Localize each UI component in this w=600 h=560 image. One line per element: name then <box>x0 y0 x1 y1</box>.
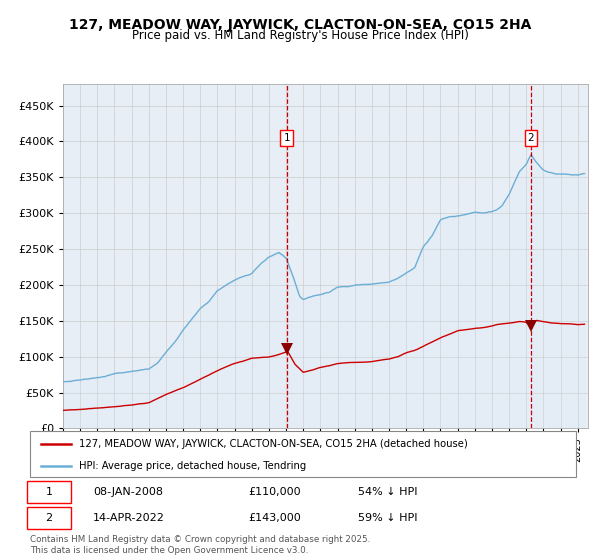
Text: HPI: Average price, detached house, Tendring: HPI: Average price, detached house, Tend… <box>79 461 307 470</box>
FancyBboxPatch shape <box>27 481 71 503</box>
Text: Price paid vs. HM Land Registry's House Price Index (HPI): Price paid vs. HM Land Registry's House … <box>131 29 469 42</box>
Text: 54% ↓ HPI: 54% ↓ HPI <box>358 487 417 497</box>
Text: 1: 1 <box>46 487 53 497</box>
Text: 08-JAN-2008: 08-JAN-2008 <box>93 487 163 497</box>
Text: Contains HM Land Registry data © Crown copyright and database right 2025.
This d: Contains HM Land Registry data © Crown c… <box>30 535 370 555</box>
Text: 2: 2 <box>46 514 53 523</box>
Text: 1: 1 <box>283 133 290 143</box>
FancyBboxPatch shape <box>27 507 71 529</box>
Text: 127, MEADOW WAY, JAYWICK, CLACTON-ON-SEA, CO15 2HA: 127, MEADOW WAY, JAYWICK, CLACTON-ON-SEA… <box>69 18 531 32</box>
Text: 59% ↓ HPI: 59% ↓ HPI <box>358 514 417 523</box>
Text: £143,000: £143,000 <box>248 514 301 523</box>
Text: £110,000: £110,000 <box>248 487 301 497</box>
FancyBboxPatch shape <box>30 431 576 477</box>
Text: 2: 2 <box>528 133 535 143</box>
Text: 14-APR-2022: 14-APR-2022 <box>93 514 164 523</box>
Text: 127, MEADOW WAY, JAYWICK, CLACTON-ON-SEA, CO15 2HA (detached house): 127, MEADOW WAY, JAYWICK, CLACTON-ON-SEA… <box>79 439 468 449</box>
